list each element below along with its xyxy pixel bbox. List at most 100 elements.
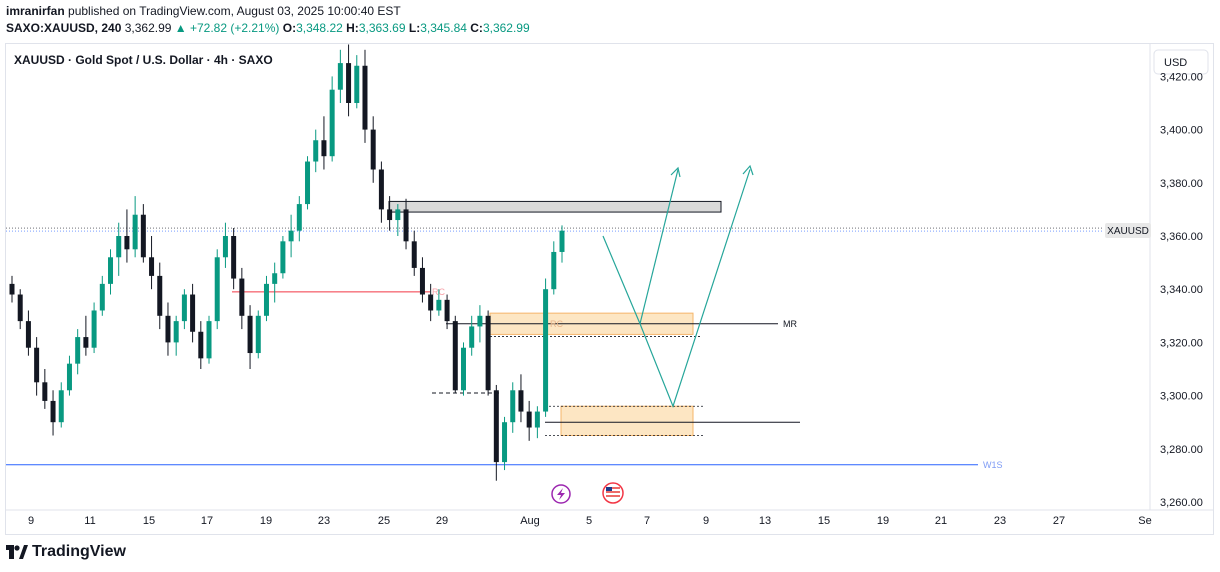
candle [354,55,360,109]
candle-body [181,294,187,322]
candle [493,384,499,481]
high-label: H: [346,21,359,35]
candle [17,289,23,330]
candle [50,390,56,436]
candle-body [214,257,220,322]
candle-body [395,209,401,221]
candle [25,310,31,356]
mr-label: MR [783,319,797,329]
open-value: 3,348.22 [296,21,343,35]
candle-body [362,65,368,130]
w1s-label: W1S [983,460,1003,470]
candle [329,76,335,162]
candle [543,278,549,417]
candle-body [124,236,130,250]
candle [149,236,155,290]
candle-body [337,63,343,90]
candle [428,283,434,322]
price-change: ▲ +72.82 (+2.21%) [174,21,280,35]
candle-body [272,273,278,284]
candle [460,342,466,396]
candle [296,196,302,242]
low-value: 3,345.84 [420,21,467,35]
candle-body [378,169,384,210]
time-tick-label: 9 [703,515,709,527]
projection-arrowhead-1 [670,166,681,178]
footer-brand: TradingView [32,543,126,560]
candle-body [296,204,302,231]
candle-body [370,129,376,170]
candle [198,321,204,369]
candle [222,222,228,268]
tradingview-logo[interactable]: TradingView [6,543,126,561]
candle-body [42,382,48,401]
price-tick-label: 3,340.00 [1160,284,1203,296]
high-value: 3,363.69 [358,21,406,35]
candle [551,241,557,295]
flag-event-circle [602,482,624,504]
candle-body [149,257,155,276]
candle [280,236,286,279]
candle [9,275,15,303]
candle-body [526,411,532,428]
time-tick-label: 9 [28,515,34,527]
candle-body [321,140,327,157]
time-tick-label: 19 [260,515,272,527]
lightning-event-icon[interactable] [551,484,571,504]
candle [387,196,393,231]
candle-body [231,236,237,279]
time-tick-label: 11 [84,515,95,527]
candle-body [543,289,549,412]
zones-layer: W1SRCMRRCXAUUSD [6,200,1151,470]
time-tick-label: 15 [818,515,830,527]
candle-body [313,140,319,162]
candle-body [132,214,138,250]
currency-button[interactable]: USD [1153,49,1209,75]
time-tick-label: 5 [586,515,592,527]
time-tick-label: 23 [318,515,330,527]
time-tick-label: 21 [935,515,947,527]
price-tick-label: 3,420.00 [1160,71,1203,83]
candle-body [493,390,499,463]
price-axis[interactable]: 3,260.00 3,280.00 3,300.00 3,320.00 3,340.00… [1160,71,1203,509]
candle [263,275,269,322]
tradingview-logo-icon [6,545,28,559]
price-tick-label: 3,320.00 [1160,337,1203,349]
price-tag-label: XAUUSD [1107,226,1149,237]
candle-body [354,65,360,103]
candle [346,44,352,117]
candle [370,116,376,183]
flag-canton [606,487,612,491]
candle [436,289,442,316]
candle [313,129,319,173]
candle-body [534,411,540,428]
candle-body [17,294,23,322]
candle [305,156,311,210]
time-tick-label: 25 [378,515,390,527]
close-value: 3,362.99 [482,21,530,35]
candle [132,196,138,258]
candle-body [551,251,557,290]
us-flag-event-icon[interactable] [602,482,624,504]
candle [157,262,163,330]
open-label: O: [282,21,297,35]
candle-body [75,337,81,364]
author-name[interactable]: imranirfan [6,4,65,18]
candle-body [91,310,97,348]
candle [231,228,237,290]
candle-body [477,315,483,327]
candle-body [428,294,434,311]
projection-arrowhead-2 [742,164,754,176]
candle-body [25,321,31,348]
rc-label-faded: RC [550,319,563,329]
candle-body [173,321,179,343]
candle-body [165,315,171,343]
candles-layer [9,44,565,481]
candle [419,257,425,303]
candle-body [108,257,114,284]
price-tick-label: 3,380.00 [1160,178,1203,190]
candle [116,222,122,276]
time-axis[interactable]: 9 11 15 17 19 23 25 29 Aug 5 7 9 13 15 19 21 23 27 Se [28,515,1152,527]
price-tick-label: 3,260.00 [1160,497,1203,509]
